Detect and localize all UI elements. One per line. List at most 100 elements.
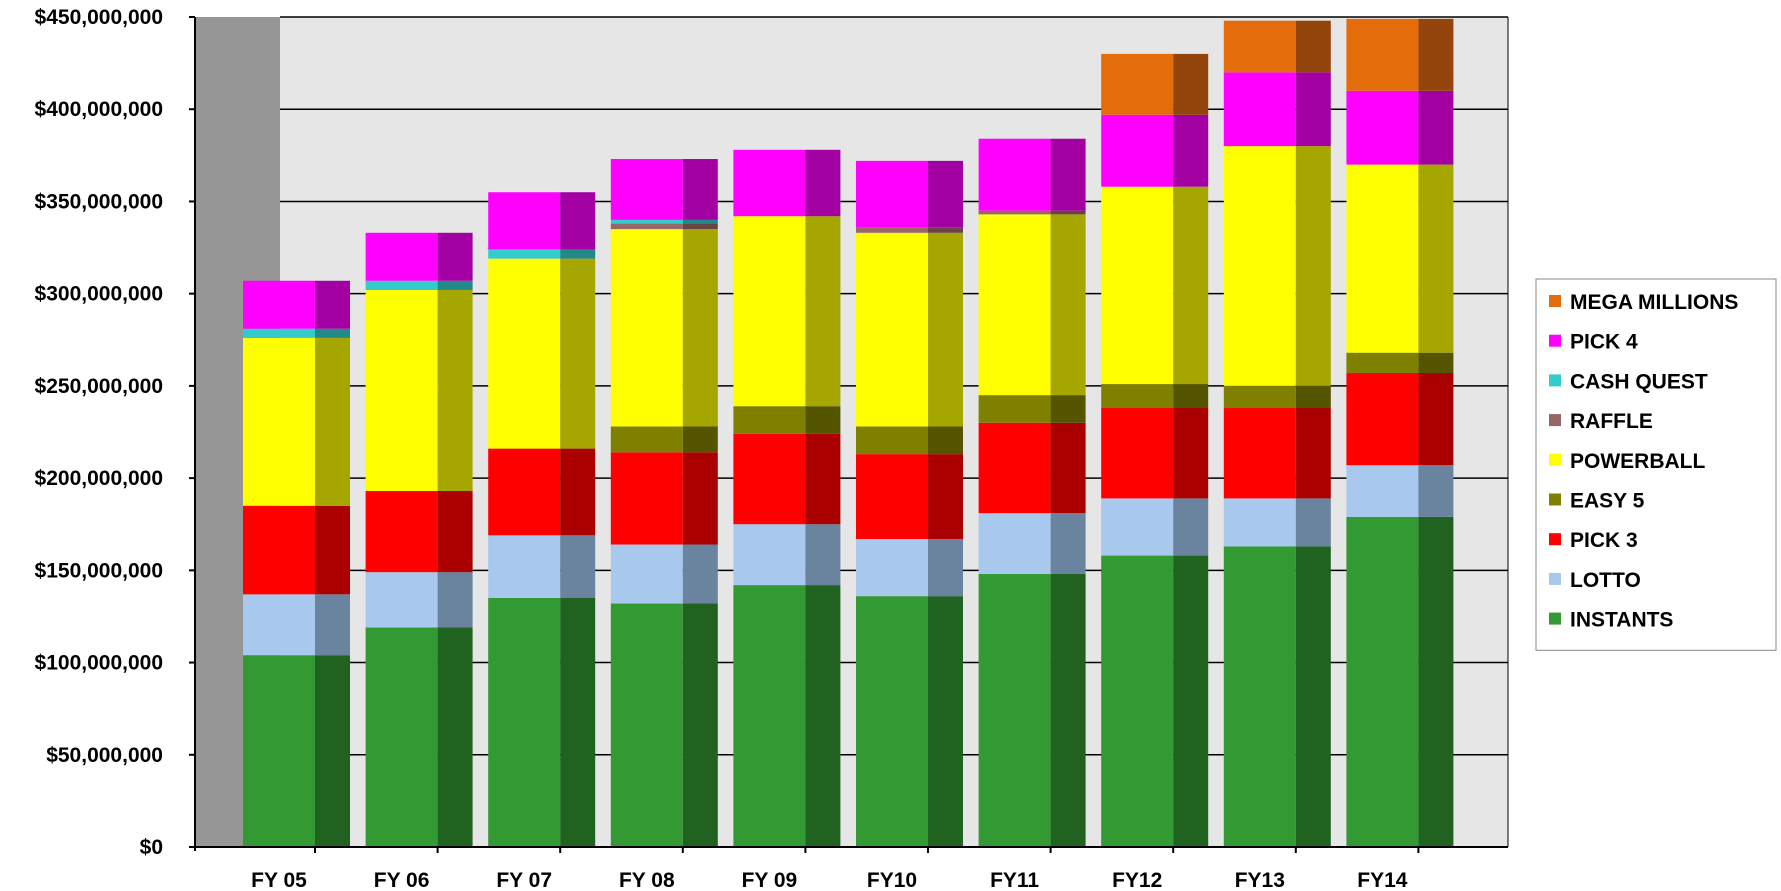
bar-instants-fy-09 (733, 585, 806, 847)
bar-pick-3-fy14 (1346, 372, 1419, 466)
legend-box (1535, 278, 1777, 651)
x-tick-label: FY13 (1235, 869, 1285, 891)
x-tick-label: FY 09 (742, 869, 798, 891)
x-tick-label: FY14 (1357, 869, 1408, 891)
bar-lotto-fy10 (856, 538, 928, 597)
legend-swatch-instants (1549, 612, 1561, 625)
bar-pick-4-fy-08 (610, 159, 683, 220)
bar-pick-3-fy10 (856, 454, 928, 539)
bar-mega-millions-fy13 (1223, 20, 1296, 73)
bar-easy-5-fy12 (1101, 384, 1174, 409)
bar-side-cash-quest-fy-06 (437, 280, 473, 290)
y-tick-label: $150,000,000 (35, 559, 163, 582)
bar-mega-millions-fy14 (1346, 18, 1419, 91)
axes (194, 17, 1509, 851)
legend-label-raffle: RAFFLE (1570, 410, 1653, 433)
y-tick-label: $350,000,000 (35, 190, 163, 213)
bar-side-pick-4-fy11 (1050, 138, 1086, 211)
bar-powerball-fy14 (1346, 164, 1419, 353)
bar-side-easy-5-fy-09 (805, 406, 841, 434)
bar-side-powerball-fy14 (1418, 164, 1454, 353)
y-tick-label: $0 (140, 836, 163, 859)
bar-raffle-fy10 (856, 227, 928, 233)
bar-side-lotto-fy13 (1295, 498, 1331, 547)
y-tick-label: $400,000,000 (35, 98, 163, 121)
bar-stack-fy10 (856, 160, 963, 847)
legend-swatch-mega-millions (1549, 295, 1561, 307)
legend-swatch-cash-quest (1549, 374, 1561, 387)
bar-side-pick-4-fy-08 (682, 159, 718, 220)
bar-side-instants-fy-07 (560, 598, 596, 847)
bar-mega-millions-fy12 (1101, 53, 1174, 115)
bar-lotto-fy-07 (488, 535, 561, 598)
bar-stack-fy-08 (610, 159, 718, 847)
bar-side-powerball-fy-09 (805, 216, 841, 407)
bar-side-pick-4-fy14 (1418, 90, 1454, 165)
bar-side-lotto-fy14 (1418, 465, 1454, 517)
bar-side-pick-4-fy12 (1173, 114, 1209, 187)
bar-side-powerball-fy-07 (560, 258, 596, 449)
bar-pick-3-fy11 (978, 422, 1051, 514)
bar-powerball-fy-07 (488, 258, 561, 449)
bar-side-easy-5-fy14 (1418, 352, 1454, 373)
bar-powerball-fy-06 (365, 289, 438, 492)
bar-powerball-fy12 (1101, 186, 1174, 385)
bar-side-instants-fy-05 (315, 655, 350, 847)
bar-side-mega-millions-fy13 (1295, 20, 1331, 73)
y-tick-label: $200,000,000 (35, 467, 163, 490)
bar-lotto-fy11 (978, 513, 1051, 575)
legend-label-cash-quest: CASH QUEST (1570, 370, 1708, 393)
bar-lotto-fy13 (1223, 498, 1296, 547)
legend: MEGA MILLIONS PICK 4 CASH QUEST RAFFLE POWER… (1535, 278, 1777, 651)
bar-side-instants-fy-06 (437, 627, 473, 847)
legend-swatch-powerball (1549, 453, 1561, 466)
bar-side-instants-fy12 (1173, 555, 1209, 847)
bar-side-powerball-fy-05 (315, 337, 350, 506)
bar-side-lotto-fy-06 (437, 572, 473, 628)
bar-instants-fy10 (856, 596, 928, 847)
bar-powerball-fy10 (856, 232, 928, 427)
bar-pick-3-fy12 (1101, 408, 1174, 499)
bar-instants-fy14 (1346, 516, 1419, 847)
bar-powerball-fy13 (1223, 146, 1296, 386)
bar-easy-5-fy13 (1223, 385, 1296, 409)
bar-instants-fy11 (978, 574, 1051, 847)
bar-side-instants-fy-08 (682, 603, 718, 847)
bar-easy-5-fy11 (978, 395, 1051, 423)
bar-side-lotto-fy11 (1050, 513, 1086, 575)
bar-stack-fy-07 (488, 192, 596, 847)
x-tick-label: FY 05 (251, 869, 307, 891)
bar-side-lotto-fy-07 (560, 535, 596, 598)
bar-side-lotto-fy-08 (682, 544, 718, 604)
bar-side-raffle-fy10 (928, 227, 963, 233)
bar-side-easy-5-fy11 (1050, 395, 1086, 423)
bar-side-pick-4-fy-05 (315, 280, 350, 329)
y-axis-tick-labels: $0 $50,000,000 $100,000,000 $150,000,000 $20… (35, 6, 195, 859)
bar-pick-3-fy-07 (488, 448, 561, 536)
bar-side-instants-fy13 (1295, 546, 1331, 847)
bar-powerball-fy-09 (733, 216, 806, 407)
bar-pick-3-fy-08 (610, 452, 683, 545)
bar-side-powerball-fy10 (928, 232, 963, 427)
bar-easy-5-fy-08 (610, 426, 683, 453)
bar-powerball-fy-05 (243, 337, 315, 506)
bar-side-lotto-fy-05 (315, 594, 350, 656)
bar-side-pick-4-fy-07 (560, 192, 596, 250)
bar-side-instants-fy14 (1418, 516, 1454, 847)
legend-swatch-lotto (1549, 572, 1561, 585)
bar-lotto-fy-09 (733, 524, 806, 586)
bar-side-powerball-fy12 (1173, 186, 1209, 385)
bar-pick-3-fy-06 (365, 491, 438, 573)
bar-raffle-fy-08 (610, 223, 683, 230)
bar-side-pick-3-fy-08 (682, 452, 718, 545)
bar-side-pick-3-fy-09 (805, 433, 841, 525)
bar-stack-fy13 (1223, 20, 1331, 847)
bar-pick-3-fy13 (1223, 408, 1296, 499)
bar-pick-4-fy14 (1346, 90, 1419, 165)
bar-lotto-fy12 (1101, 498, 1174, 556)
legend-label-lotto: LOTTO (1570, 569, 1641, 592)
bar-instants-fy13 (1223, 546, 1296, 847)
bar-side-pick-3-fy-06 (437, 491, 473, 573)
bar-easy-5-fy-09 (733, 406, 806, 434)
y-tick-label: $250,000,000 (35, 375, 163, 398)
